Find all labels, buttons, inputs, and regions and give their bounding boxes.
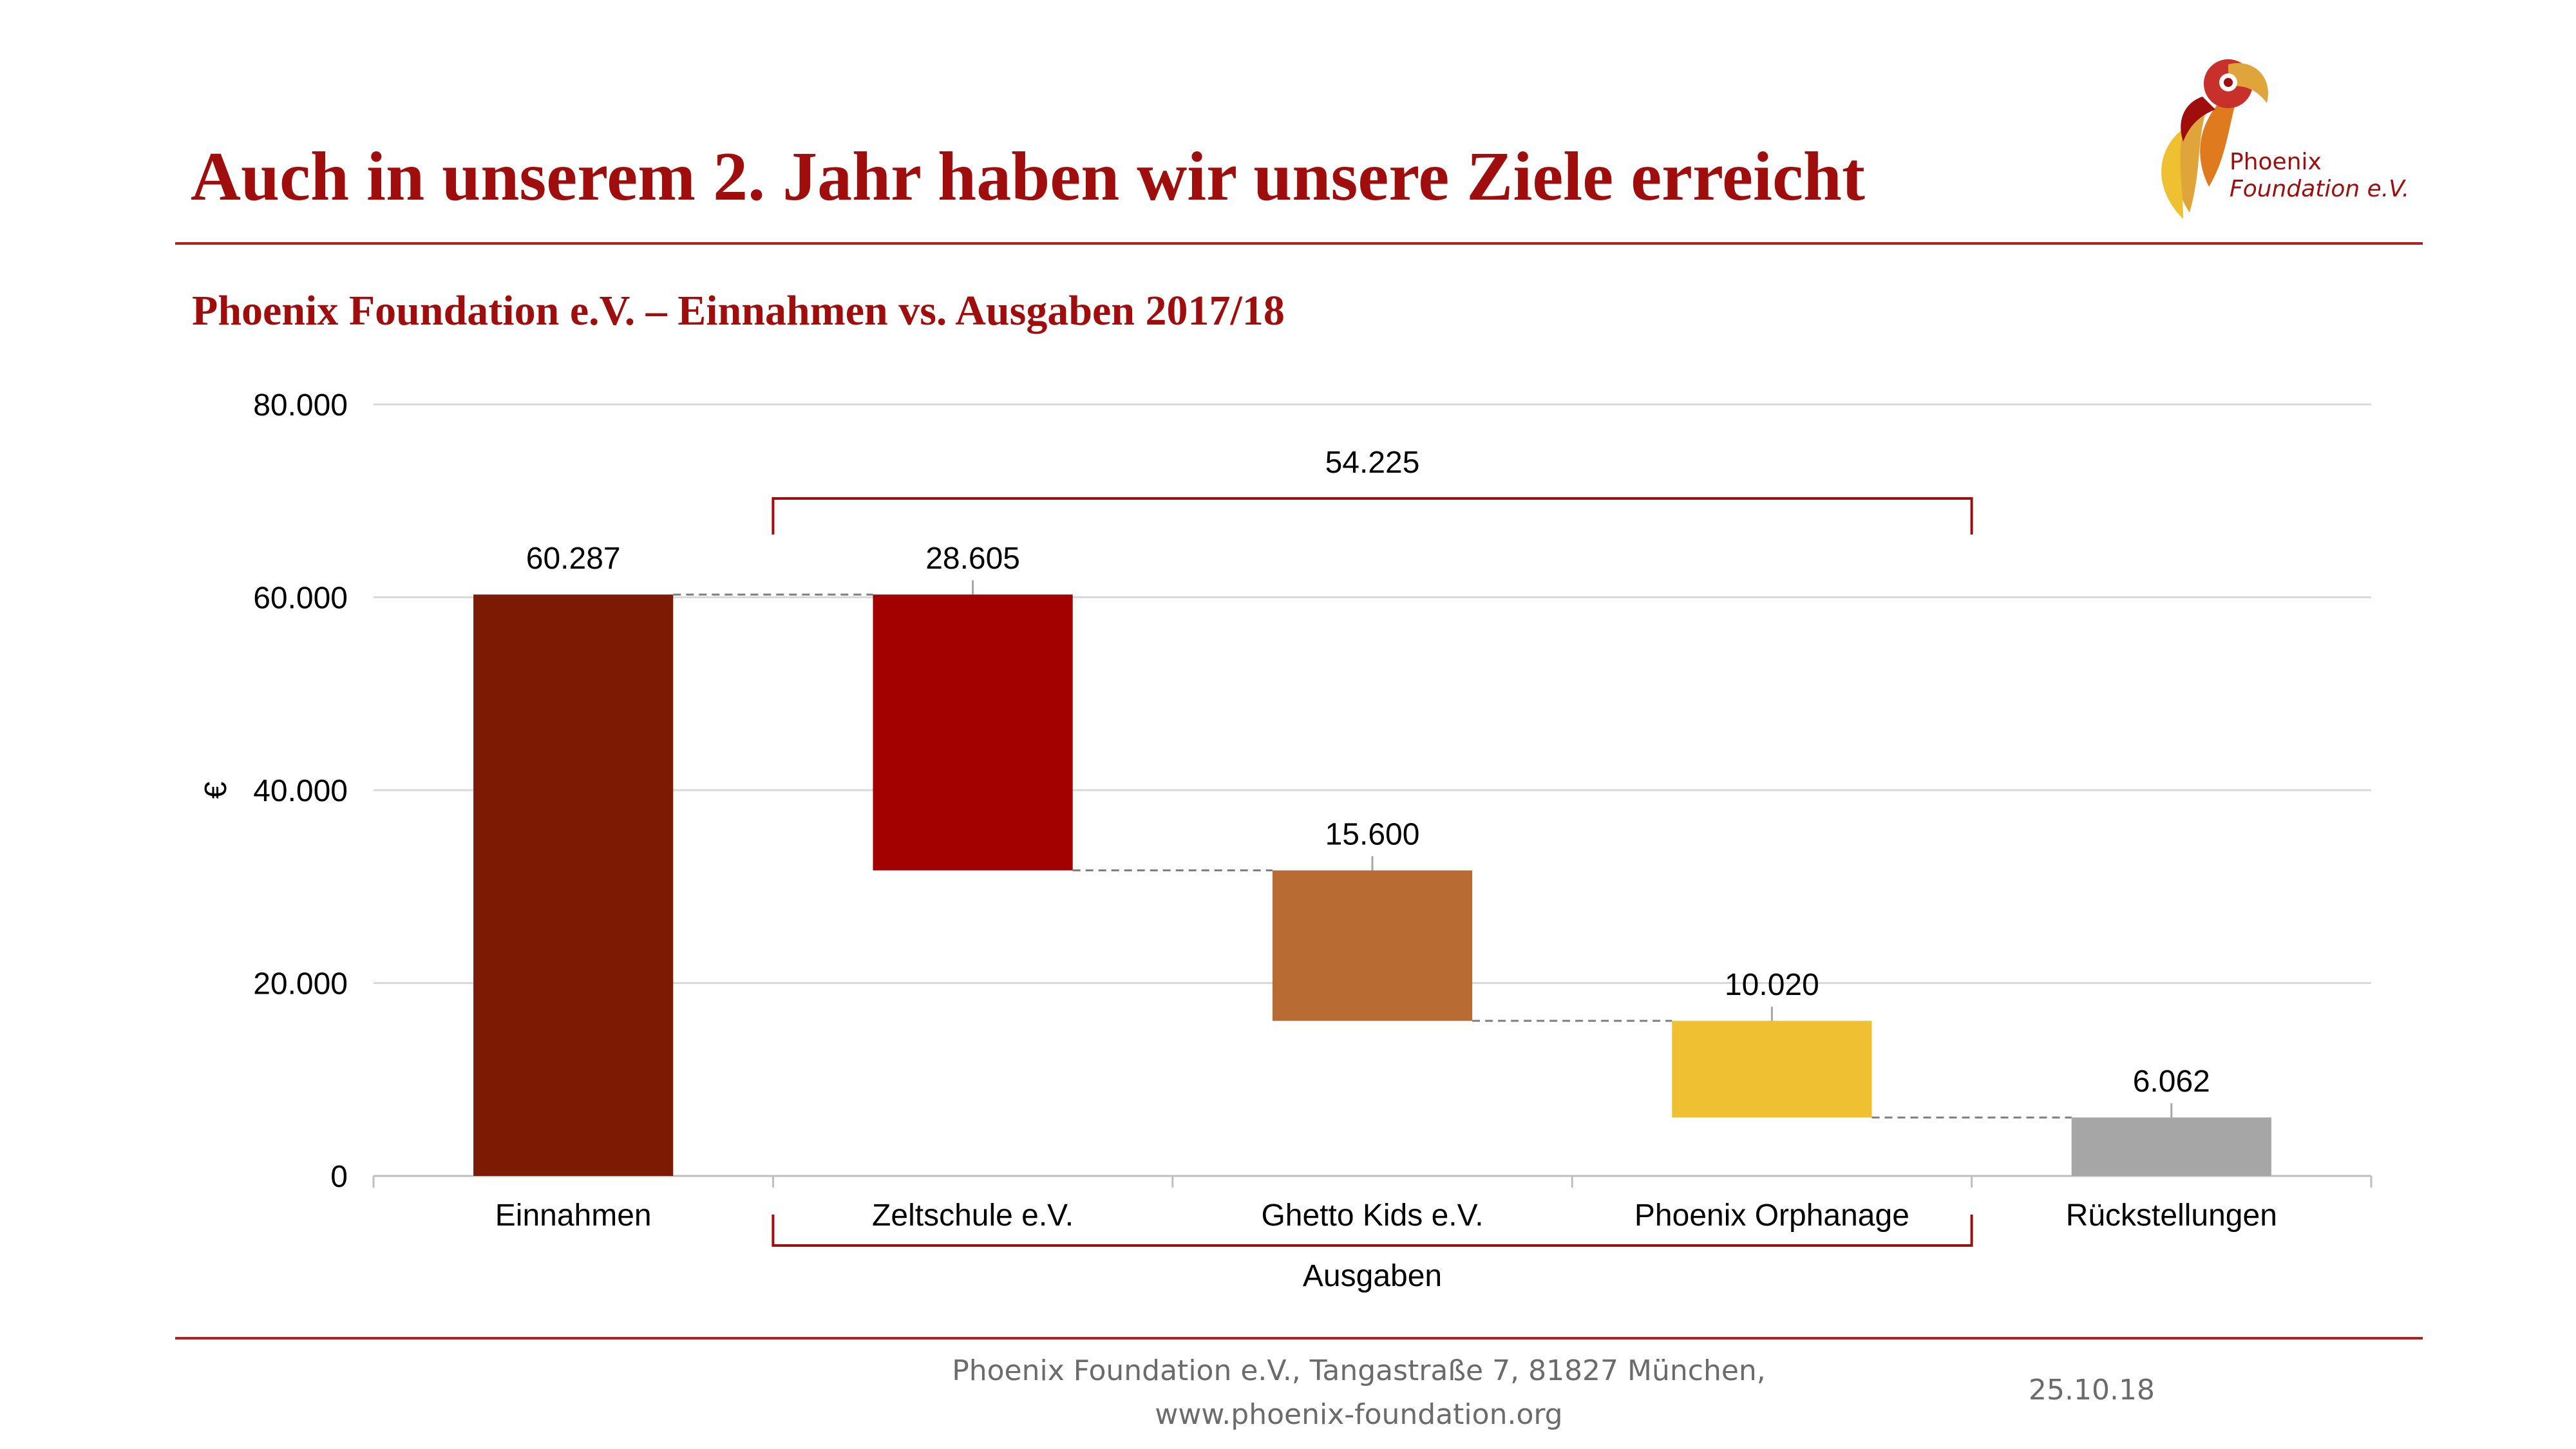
logo-text-line2: Foundation e.V.: [2230, 176, 2410, 202]
footer-website[interactable]: www.phoenix-foundation.org: [1155, 1398, 1563, 1431]
data-label: 28.605: [925, 542, 1020, 576]
phoenix-logo-icon: [2161, 59, 2268, 219]
bar: [1272, 870, 1473, 1021]
x-tick-label: Rückstellungen: [2066, 1198, 2277, 1233]
expense-total-bracket: [772, 497, 1973, 535]
logo-text-line1: Phoenix: [2230, 149, 2322, 175]
title-divider: [175, 242, 2423, 245]
y-axis-label: €: [199, 781, 233, 799]
chart-title: Phoenix Foundation e.V. – Einnahmen vs. …: [192, 287, 1285, 334]
y-tick-label: 80.000: [253, 388, 348, 422]
data-label: 10.020: [1725, 968, 1819, 1002]
footer-address: Phoenix Foundation e.V., Tangastraße 7, …: [952, 1354, 1766, 1387]
data-label: 6.062: [2133, 1065, 2210, 1099]
y-tick-label: 0: [330, 1160, 348, 1194]
x-tick-label: Phoenix Orphanage: [1634, 1198, 1909, 1233]
expense-group-label: Ausgaben: [1303, 1259, 1442, 1293]
bar: [873, 594, 1073, 871]
footer-address-block: Phoenix Foundation e.V., Tangastraße 7, …: [837, 1349, 1880, 1437]
bar: [1672, 1021, 1872, 1118]
y-tick-label: 20.000: [253, 967, 348, 1001]
data-label: 15.600: [1325, 818, 1420, 852]
x-tick-label: Einnahmen: [495, 1198, 652, 1233]
expense-total-label: 54.225: [1325, 446, 1420, 480]
bar: [473, 594, 674, 1176]
x-tick-label: Zeltschule e.V.: [872, 1198, 1074, 1233]
footer-divider: [175, 1337, 2423, 1340]
footer-date: 25.10.18: [2029, 1374, 2155, 1406]
bar: [2071, 1117, 2271, 1176]
x-tick-label: Ghetto Kids e.V.: [1261, 1198, 1483, 1233]
slide-title: Auch in unserem 2. Jahr haben wir unsere…: [191, 138, 1865, 215]
y-tick-label: 60.000: [253, 582, 348, 616]
y-tick-label: 40.000: [253, 774, 348, 808]
expense-group-bracket: [772, 1215, 1973, 1247]
data-label: 60.287: [526, 542, 621, 576]
